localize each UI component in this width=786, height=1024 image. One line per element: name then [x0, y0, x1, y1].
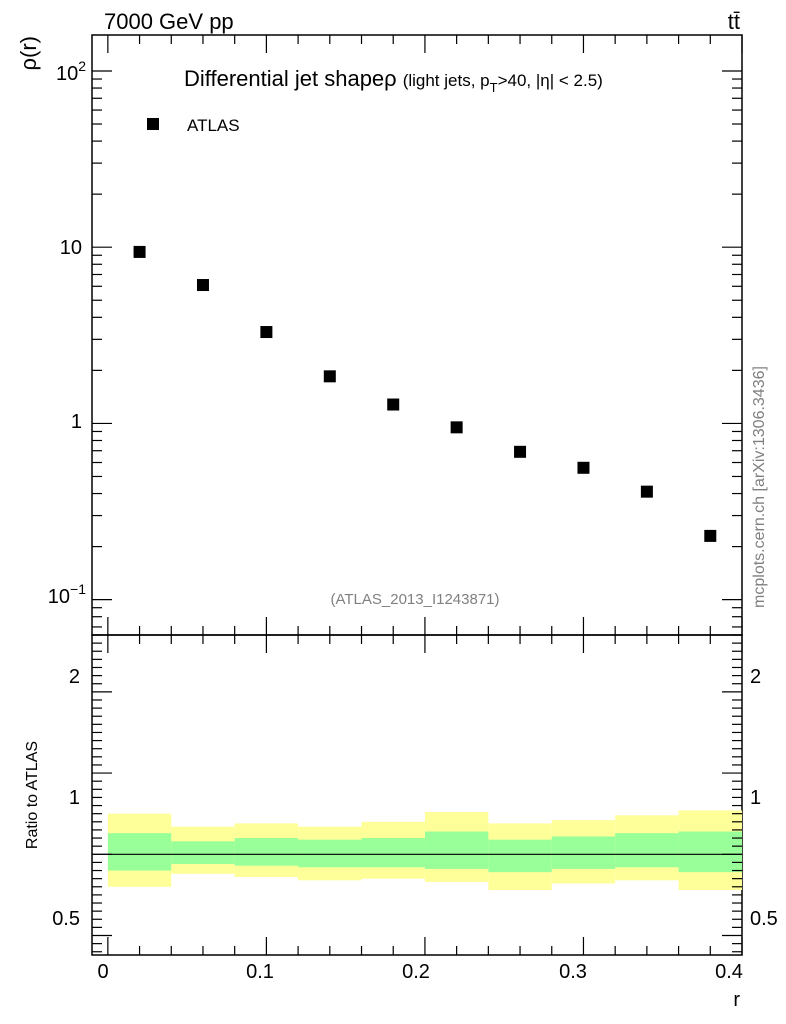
band-inner-bin-4: [361, 838, 425, 868]
y-tick-label-1: 1: [71, 411, 82, 433]
x-axis-label: r: [733, 989, 740, 1011]
band-inner-bin-1: [171, 841, 235, 865]
x-tick-label-0p4: 0.4: [715, 961, 743, 983]
band-inner-bin-0: [107, 833, 172, 871]
ratio-tick-label-1-left: 1: [69, 787, 80, 809]
data-point-0: [133, 245, 146, 258]
process-label: tt̄: [728, 9, 740, 34]
ratio-tick-label-0p5-right: 0.5: [750, 908, 778, 930]
legend-label: ATLAS: [187, 116, 240, 135]
x-tick-label-0: 0: [97, 961, 108, 983]
data-point-9: [704, 529, 717, 542]
y-tick-label-0p1: 10−1: [48, 581, 86, 608]
energy-label: 7000 GeV pp: [104, 9, 234, 34]
ratio-tick-label-0p5-left: 0.5: [52, 908, 80, 930]
ratio-tick-label-2-right: 2: [750, 666, 761, 688]
y-tick-label-100: 102: [56, 58, 86, 85]
band-inner-bin-9: [678, 831, 742, 873]
band-inner-bin-8: [615, 833, 679, 868]
data-point-2: [260, 326, 273, 339]
data-point-3: [323, 370, 336, 383]
data-point-6: [514, 445, 527, 458]
band-inner-bin-5: [424, 831, 489, 869]
x-tick-label-0p2: 0.2: [402, 961, 430, 983]
y-axis-label-upper: ρ(r): [16, 36, 41, 71]
band-inner-bin-6: [488, 839, 552, 873]
x-tick-label-0p3: 0.3: [559, 961, 587, 983]
analysis-id-label: (ATLAS_2013_I1243871): [330, 591, 499, 608]
uncertainty-band-inner: [107, 831, 742, 873]
axis-ticks: [92, 35, 743, 955]
data-point-4: [387, 398, 400, 411]
y-axis-label-lower: Ratio to ATLAS: [24, 741, 41, 849]
band-inner-bin-2: [234, 838, 299, 866]
band-inner-bin-3: [298, 839, 362, 868]
data-point-5: [450, 421, 463, 434]
data-point-7: [577, 461, 590, 474]
chart-title: Differential jet shapeρ (light jets, pT>4…: [184, 66, 603, 95]
ratio-tick-label-2-left: 2: [69, 666, 80, 688]
data-point-1: [196, 279, 209, 292]
band-inner-bin-7: [551, 836, 616, 869]
legend-marker: [147, 118, 159, 130]
ratio-tick-label-1-right: 1: [750, 787, 761, 809]
data-markers: [133, 245, 717, 542]
x-tick-label-0p1: 0.1: [246, 961, 274, 983]
lower-panel-frame: [91, 634, 743, 956]
watermark: mcplots.cern.ch [arXiv:1306.3436]: [751, 366, 768, 608]
data-point-8: [640, 485, 653, 498]
y-tick-label-10: 10: [60, 237, 82, 259]
